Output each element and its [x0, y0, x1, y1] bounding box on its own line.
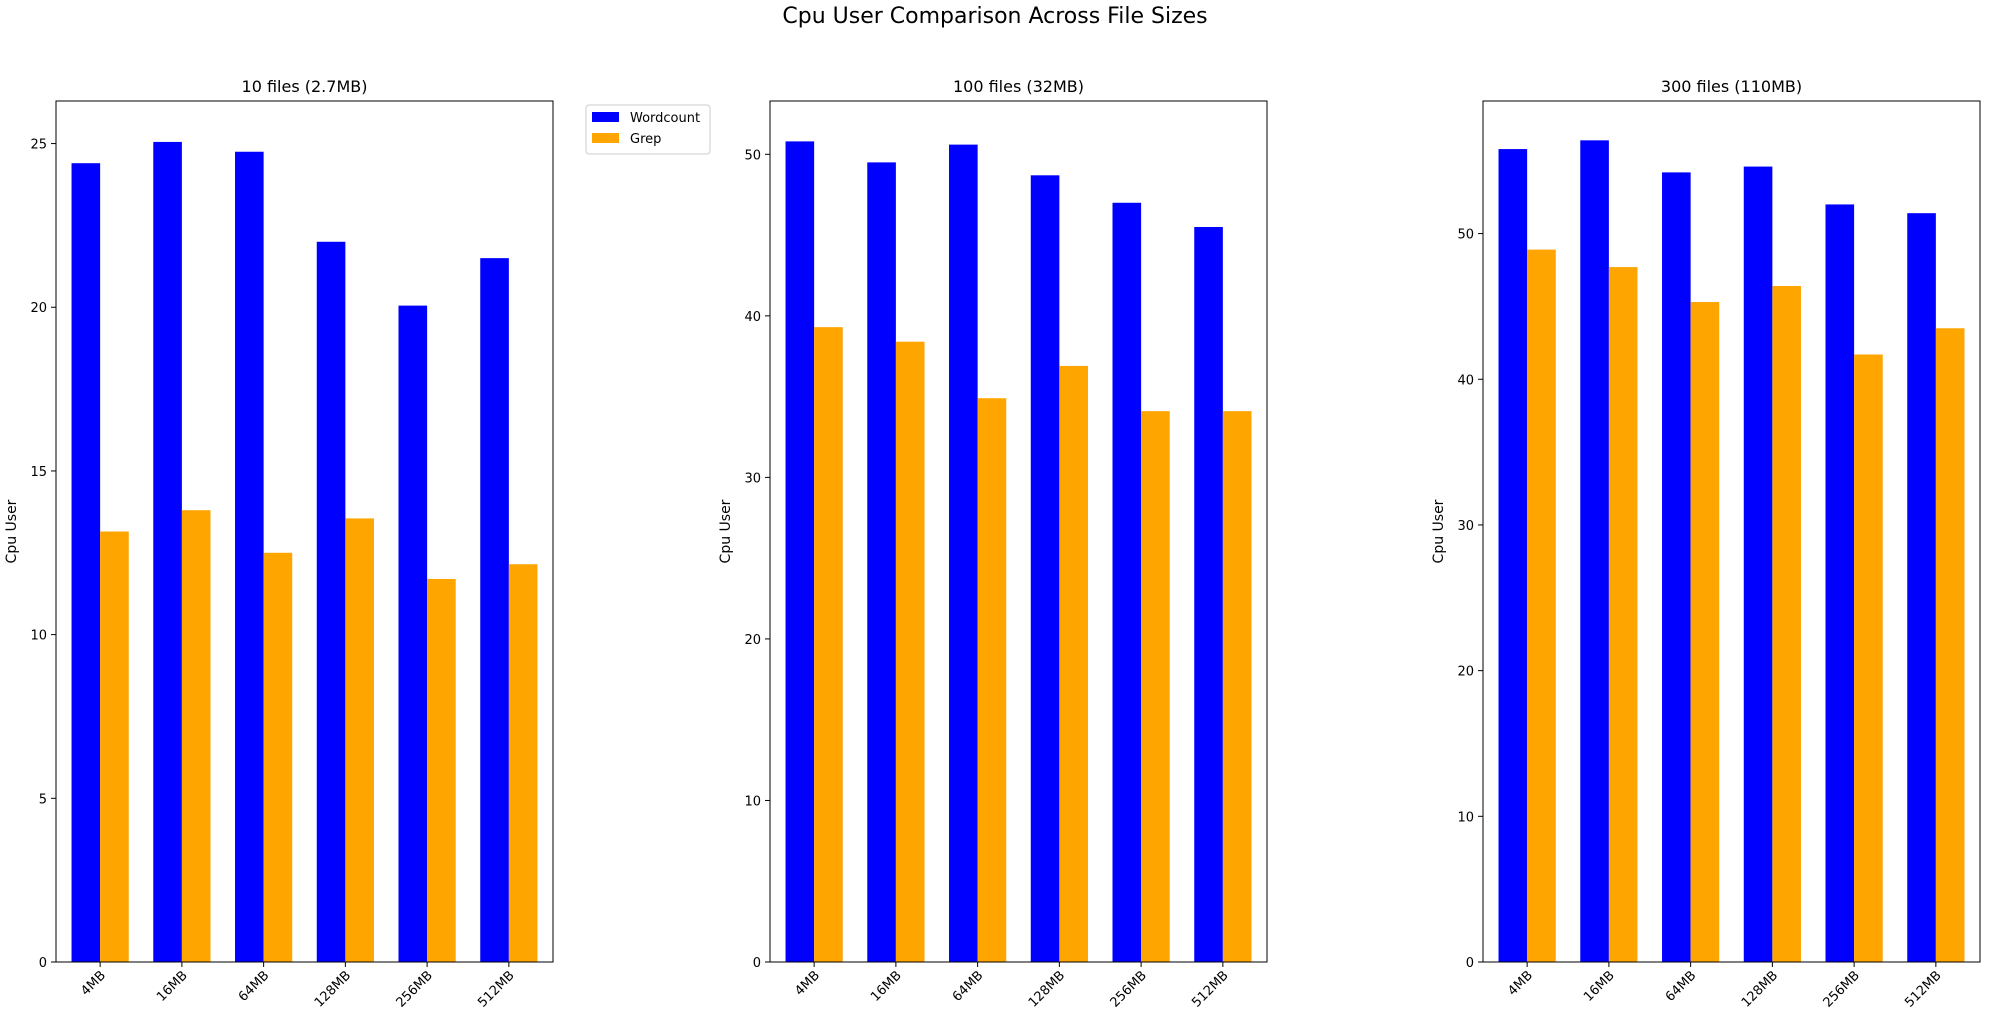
legend-swatch-grep: [592, 133, 619, 143]
x-tick-label: 16MB: [154, 968, 191, 1005]
x-tick-label: 512MB: [1189, 968, 1231, 1010]
bar-wordcount-64MB: [949, 144, 978, 963]
y-axis-label: Cpu User: [1431, 499, 1447, 563]
y-tick-label: 15: [30, 465, 47, 480]
bar-wordcount-64MB: [1662, 172, 1691, 962]
bar-wordcount-4MB: [71, 163, 101, 962]
y-tick-label: 5: [39, 792, 47, 807]
y-tick-label: 10: [30, 629, 47, 644]
bar-wordcount-128MB: [316, 241, 346, 963]
bar-grep-512MB: [508, 564, 538, 962]
x-tick-label: 4MB: [78, 968, 109, 999]
y-tick-label: 50: [1457, 228, 1474, 243]
x-tick-label: 512MB: [475, 968, 517, 1010]
bar-wordcount-16MB: [153, 141, 182, 962]
bar-grep-256MB: [1854, 354, 1883, 962]
x-tick-label: 16MB: [868, 968, 905, 1005]
figure-title: Cpu User Comparison Across File Sizes: [782, 4, 1208, 29]
y-tick-label: 0: [753, 956, 761, 971]
x-tick-label: 128MB: [1026, 968, 1068, 1010]
legend-label-wordcount: Wordcount: [630, 111, 700, 126]
y-tick-label: 30: [1457, 519, 1474, 534]
bar-grep-64MB: [977, 398, 1007, 962]
x-tick-label: 64MB: [950, 968, 987, 1005]
bar-grep-512MB: [1222, 411, 1252, 963]
bar-grep-16MB: [181, 510, 211, 962]
bar-grep-64MB: [1690, 302, 1720, 963]
y-axis-label: Cpu User: [718, 499, 734, 563]
bar-grep-64MB: [263, 552, 293, 962]
bar-wordcount-128MB: [1030, 175, 1060, 963]
bar-wordcount-512MB: [480, 258, 509, 962]
legend-label-grep: Grep: [630, 132, 661, 147]
bar-grep-16MB: [895, 341, 925, 962]
y-tick-label: 25: [30, 138, 47, 153]
axes-frame: [1482, 100, 1981, 963]
y-tick-label: 20: [744, 633, 761, 648]
bar-wordcount-4MB: [1498, 149, 1528, 962]
x-tick-label: 16MB: [1581, 968, 1618, 1005]
bar-grep-16MB: [1608, 267, 1638, 963]
bar-wordcount-512MB: [1194, 227, 1223, 962]
bar-grep-128MB: [1059, 365, 1088, 962]
panel-title: 100 files (32MB): [953, 77, 1084, 96]
bar-wordcount-256MB: [398, 305, 428, 963]
bar-wordcount-16MB: [867, 162, 896, 962]
x-tick-label: 128MB: [1739, 968, 1781, 1010]
x-tick-label: 256MB: [394, 968, 436, 1010]
y-tick-label: 50: [744, 148, 761, 163]
x-tick-label: 4MB: [792, 968, 823, 999]
panel-title: 300 files (110MB): [1661, 77, 1802, 96]
x-tick-label: 64MB: [236, 968, 273, 1005]
y-tick-label: 40: [744, 310, 761, 325]
y-tick-label: 10: [1457, 810, 1474, 825]
y-tick-label: 20: [30, 301, 47, 316]
y-tick-label: 30: [744, 471, 761, 486]
bar-grep-256MB: [427, 578, 456, 962]
bar-grep-512MB: [1935, 328, 1965, 962]
bar-wordcount-256MB: [1825, 204, 1855, 963]
bar-wordcount-256MB: [1112, 202, 1142, 962]
axes-frame: [769, 100, 1268, 963]
x-tick-label: 512MB: [1902, 968, 1944, 1010]
x-tick-label: 4MB: [1505, 968, 1536, 999]
bar-grep-4MB: [814, 327, 843, 963]
bar-grep-128MB: [1772, 286, 1801, 963]
panel-title: 10 files (2.7MB): [242, 77, 368, 96]
bar-grep-128MB: [345, 518, 374, 962]
x-tick-label: 256MB: [1108, 968, 1150, 1010]
axes-frame: [55, 100, 554, 963]
x-tick-label: 64MB: [1663, 968, 1700, 1005]
y-tick-label: 40: [1457, 373, 1474, 388]
bar-wordcount-512MB: [1907, 213, 1936, 962]
bar-wordcount-128MB: [1743, 166, 1773, 963]
y-tick-label: 20: [1457, 665, 1474, 680]
bar-wordcount-16MB: [1580, 140, 1609, 962]
x-tick-label: 128MB: [312, 968, 354, 1010]
bar-wordcount-64MB: [235, 151, 264, 962]
bar-grep-4MB: [100, 531, 129, 962]
y-tick-label: 0: [39, 956, 47, 971]
x-tick-label: 256MB: [1821, 968, 1863, 1010]
bar-grep-4MB: [1527, 249, 1556, 962]
y-tick-label: 0: [1466, 956, 1474, 971]
bar-wordcount-4MB: [785, 141, 815, 962]
y-axis-label: Cpu User: [4, 499, 20, 563]
y-tick-label: 10: [744, 794, 761, 809]
legend-swatch-wordcount: [592, 112, 619, 122]
bar-grep-256MB: [1141, 411, 1170, 963]
